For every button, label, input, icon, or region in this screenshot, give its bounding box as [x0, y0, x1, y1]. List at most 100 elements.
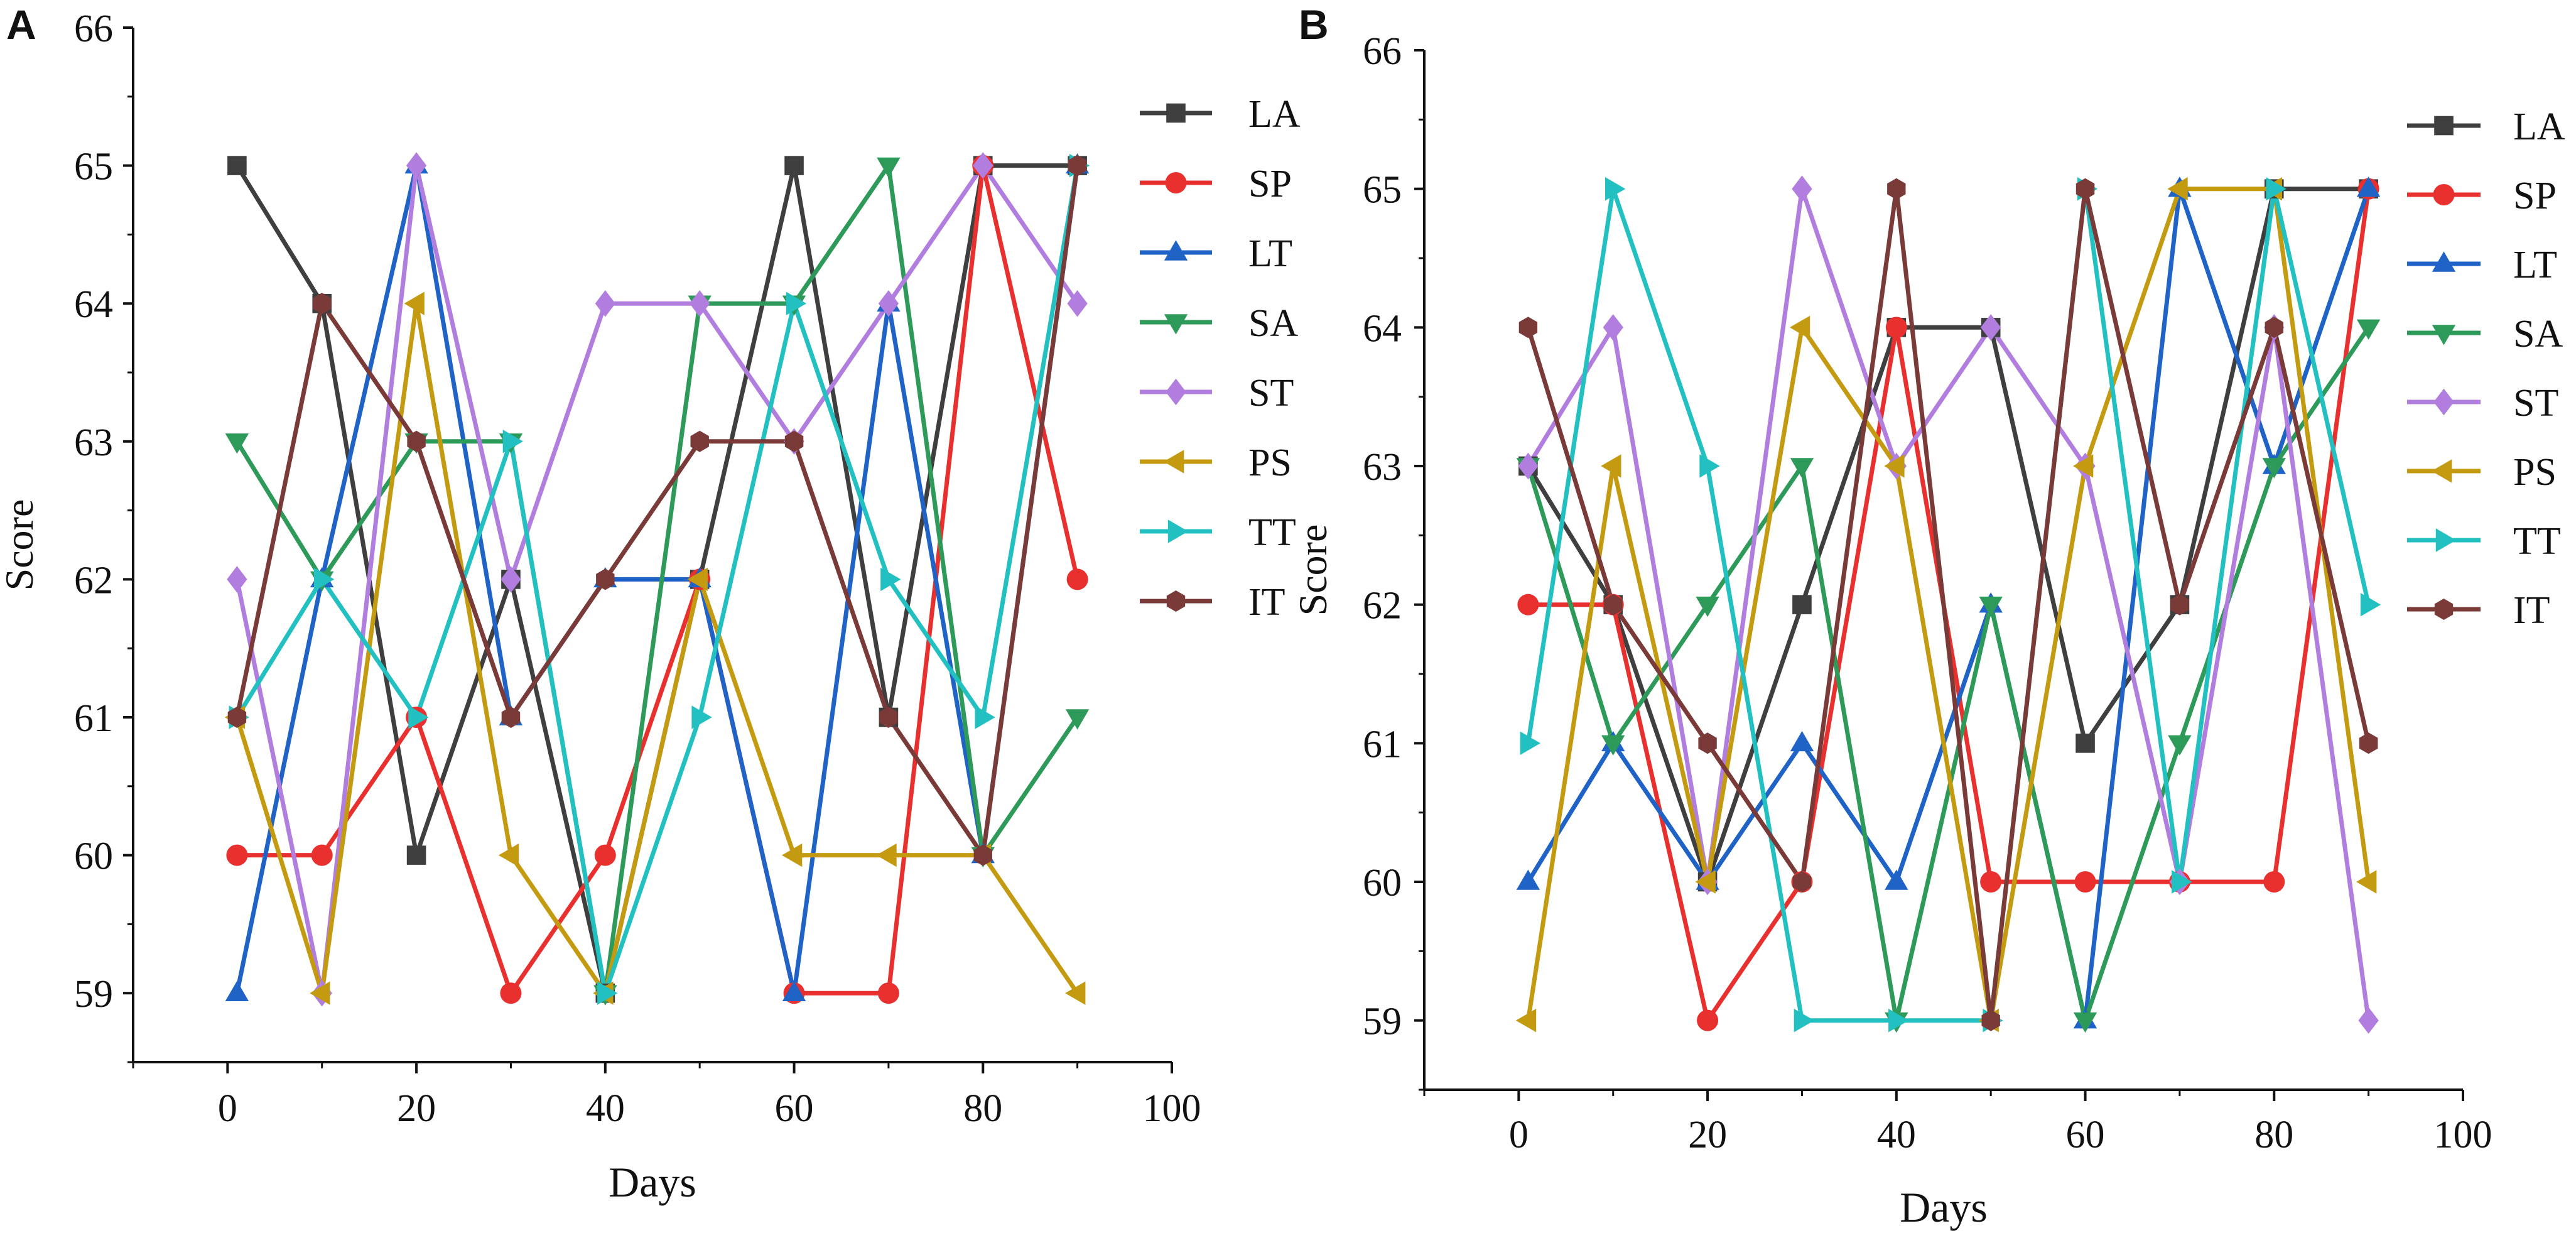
- legend-marker-tt: [1167, 519, 1188, 543]
- data-point-it: [596, 568, 615, 590]
- data-point-st: [878, 290, 899, 317]
- legend-label-st: ST: [2513, 382, 2558, 425]
- data-point-sa: [1696, 596, 1719, 617]
- data-point-st: [1981, 314, 2001, 341]
- data-point-it: [2075, 178, 2095, 200]
- data-point-ps: [687, 567, 708, 592]
- data-point-ps: [2356, 870, 2377, 894]
- legend-marker-ps: [1164, 450, 1184, 474]
- x-tick-label: 20: [397, 1087, 436, 1130]
- panel-label: A: [6, 1, 36, 48]
- legend-label-lt: LT: [1248, 232, 1292, 275]
- y-tick-label: 66: [1363, 30, 1402, 73]
- data-point-sp: [2263, 871, 2285, 893]
- y-tick-label: 63: [1363, 446, 1402, 489]
- data-point-tt: [1605, 177, 1626, 201]
- data-point-sp: [500, 982, 522, 1004]
- legend-marker-st: [2433, 388, 2454, 416]
- data-point-lt: [1516, 869, 1540, 890]
- y-tick-label: 61: [1363, 723, 1402, 766]
- x-tick-label: 60: [2066, 1114, 2105, 1156]
- data-point-sa: [1790, 458, 1814, 479]
- legend-label-la: LA: [1248, 93, 1301, 136]
- data-point-sa: [877, 157, 901, 178]
- data-point-it: [227, 707, 247, 728]
- data-point-tt: [408, 705, 429, 729]
- data-point-sa: [2168, 735, 2192, 756]
- legend-marker-st: [1166, 378, 1186, 406]
- data-point-st: [501, 566, 521, 593]
- data-point-sp: [226, 844, 248, 866]
- data-point-ps: [310, 981, 330, 1005]
- data-point-la: [227, 156, 247, 175]
- legend-marker-ps: [2431, 459, 2452, 483]
- data-point-tt: [786, 291, 807, 315]
- data-point-ps: [404, 291, 425, 315]
- data-point-st: [1067, 290, 1088, 317]
- data-point-sa: [225, 433, 249, 454]
- data-point-st: [1603, 314, 1623, 341]
- data-point-ps: [2167, 177, 2188, 201]
- y-tick-label: 62: [1363, 585, 1402, 627]
- data-point-it: [1604, 594, 1623, 616]
- series-line-sa: [235, 163, 1080, 996]
- data-point-it: [2265, 317, 2283, 339]
- legend-marker-sa: [1164, 314, 1188, 335]
- legend-label-sa: SA: [2513, 313, 2563, 356]
- legend-label-st: ST: [1248, 372, 1294, 415]
- data-point-ps: [1884, 454, 1905, 478]
- y-axis-label: Score: [1291, 524, 1335, 616]
- data-point-st: [690, 290, 710, 317]
- y-tick-label: 65: [1363, 169, 1402, 212]
- y-tick-label: 66: [74, 8, 113, 50]
- data-point-ps: [1601, 454, 1621, 478]
- data-point-la: [2075, 734, 2095, 753]
- y-tick-label: 64: [1363, 307, 1402, 350]
- data-point-sa: [1601, 735, 1625, 756]
- series-line-it: [1526, 187, 2371, 1023]
- data-point-st: [2358, 1007, 2379, 1034]
- data-point-it: [1068, 155, 1087, 176]
- legend-label-tt: TT: [1248, 511, 1296, 554]
- data-point-ps: [1515, 1009, 1537, 1033]
- data-point-tt: [1794, 1009, 1814, 1033]
- data-point-it: [313, 293, 332, 315]
- x-tick-label: 80: [2254, 1114, 2293, 1156]
- x-axis-label: Days: [609, 1158, 696, 1206]
- x-tick-label: 40: [586, 1087, 625, 1130]
- data-point-sp: [877, 982, 899, 1004]
- legend-marker-lt: [2432, 251, 2456, 272]
- data-point-it: [2170, 594, 2189, 616]
- y-tick-label: 61: [74, 697, 113, 740]
- data-point-tt: [1699, 454, 1720, 478]
- x-tick-label: 60: [775, 1087, 814, 1130]
- legend-label-ps: PS: [2513, 451, 2557, 494]
- data-point-sp: [1885, 317, 1907, 339]
- data-point-ps: [782, 843, 803, 867]
- chart-panel-a: A 59 60 61 62 63 64 65 66 0 20 40 60 80 100 Days Score LA…: [0, 1, 1301, 1206]
- x-axis-label: Days: [1900, 1183, 1988, 1231]
- y-tick-label: 63: [74, 421, 113, 464]
- legend-marker-la: [1166, 103, 1186, 123]
- data-point-sp: [2074, 871, 2096, 893]
- data-point-sp: [594, 844, 616, 866]
- data-point-sp: [1517, 594, 1539, 616]
- data-point-sp: [1697, 1009, 1719, 1031]
- legend-label-it: IT: [2513, 589, 2550, 632]
- data-point-tt: [975, 705, 995, 729]
- data-point-ps: [876, 843, 897, 867]
- series-line-tt: [235, 165, 1080, 996]
- series-line-tt: [1525, 187, 2371, 1023]
- data-point-st: [406, 152, 427, 179]
- data-point-lt: [782, 980, 806, 1001]
- chart-panel-b: B 59 60 61 62 63 64 65 66 0 20 40 60 80 100 Days Score LA…: [1291, 1, 2565, 1231]
- data-point-it: [1698, 732, 1717, 754]
- legend-label-la: LA: [2513, 106, 2565, 148]
- y-tick-label: 59: [74, 973, 113, 1016]
- x-tick-label: 100: [2434, 1114, 2492, 1156]
- y-tick-label: 60: [1363, 862, 1402, 904]
- data-point-it: [973, 844, 992, 866]
- data-point-tt: [2360, 593, 2381, 617]
- data-point-tt: [880, 567, 901, 592]
